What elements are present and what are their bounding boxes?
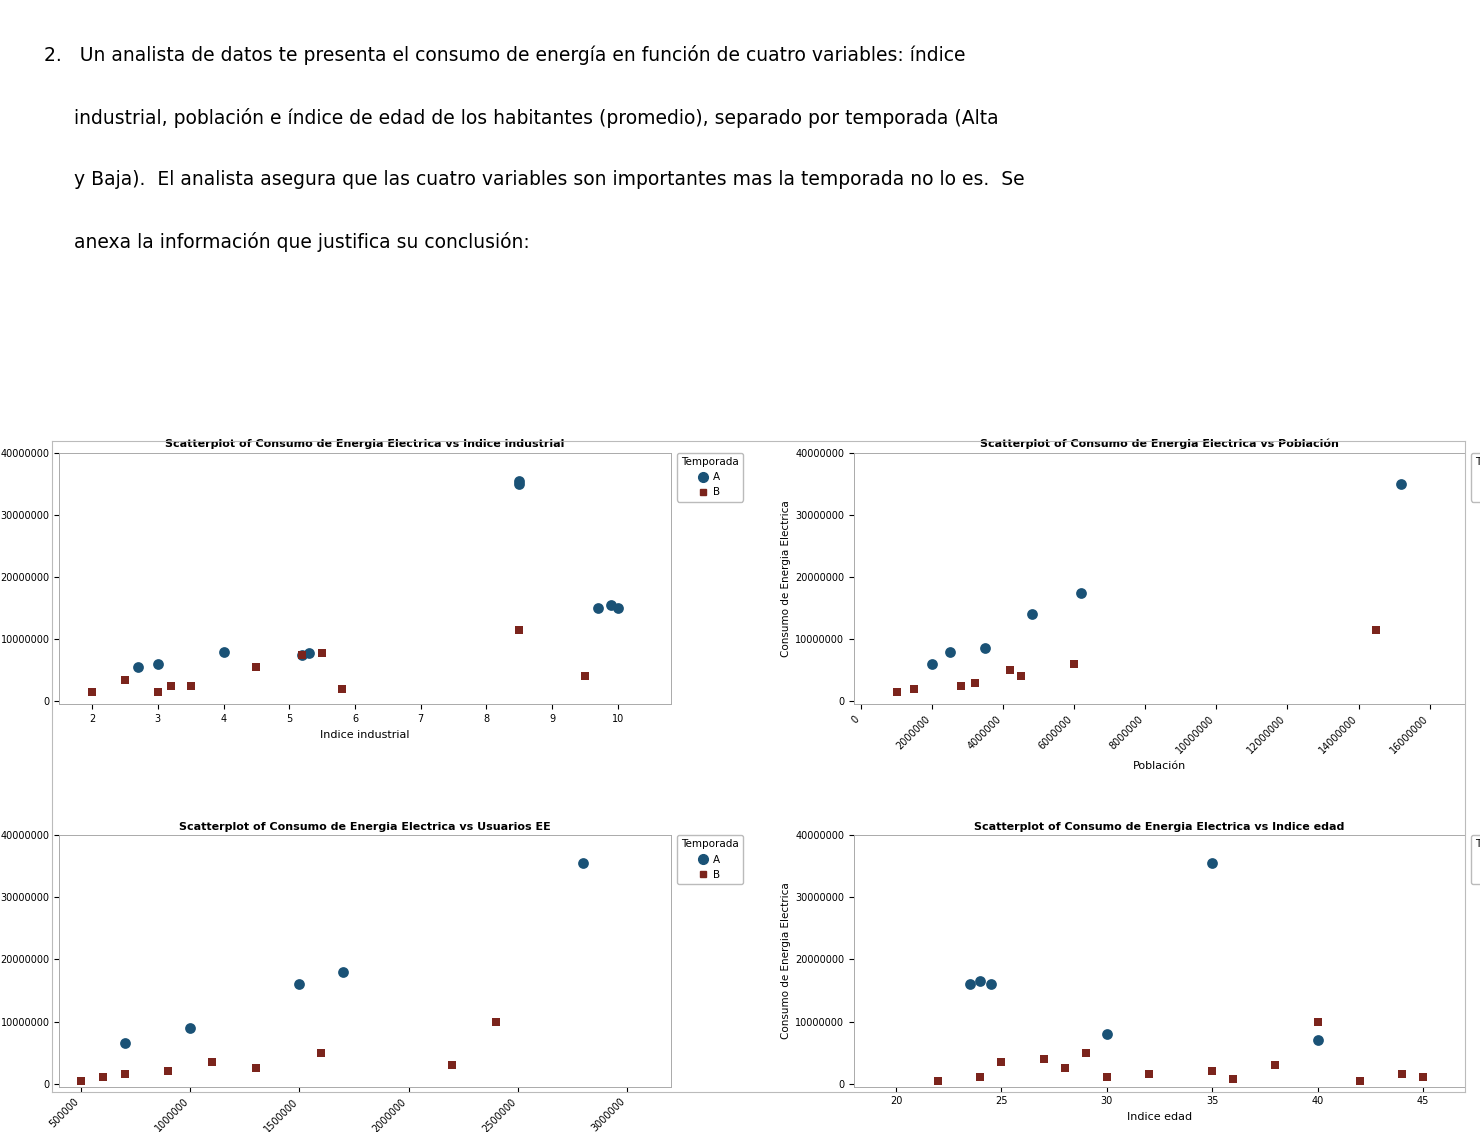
Point — [1305, 1012, 1329, 1030]
Point — [157, 1062, 181, 1080]
Title: Scatterplot of Consumo de Energia Electrica vs Población: Scatterplot of Consumo de Energia Electr… — [980, 439, 1339, 449]
Point — [938, 643, 962, 661]
Point — [1032, 1049, 1055, 1067]
Point — [297, 644, 321, 662]
Title: Scatterplot of Consumo de Energia Electrica vs Indice industrial: Scatterplot of Consumo de Energia Electr… — [166, 439, 564, 449]
Point — [441, 1056, 465, 1074]
Point — [244, 1060, 268, 1078]
Point — [990, 1053, 1014, 1071]
Point — [1009, 668, 1033, 686]
Point — [1063, 655, 1086, 674]
Point — [1052, 1060, 1076, 1078]
Point — [200, 1053, 223, 1071]
Point — [1390, 1065, 1413, 1083]
Point — [147, 655, 170, 674]
Point — [573, 668, 596, 686]
X-axis label: Indice industrial: Indice industrial — [320, 730, 410, 739]
Y-axis label: Consumo de Energia Electrica: Consumo de Energia Electrica — [781, 500, 790, 657]
Point — [287, 975, 311, 993]
Point — [332, 962, 355, 980]
Point — [1305, 1031, 1329, 1049]
Point — [921, 655, 944, 674]
Point — [1095, 1069, 1119, 1087]
Point — [926, 1072, 950, 1090]
Point — [508, 474, 531, 492]
Point — [160, 677, 184, 695]
X-axis label: Indice edad: Indice edad — [1126, 1112, 1191, 1122]
Text: anexa la información que justifica su conclusión:: anexa la información que justifica su co… — [44, 232, 530, 252]
Point — [508, 472, 531, 490]
Point — [1070, 583, 1094, 601]
Point — [571, 854, 595, 872]
Point — [311, 644, 334, 662]
Point — [1074, 1044, 1098, 1062]
Legend: A, B: A, B — [1471, 453, 1480, 501]
Point — [112, 670, 136, 688]
Point — [607, 599, 630, 617]
Point — [112, 1035, 136, 1053]
Point — [1365, 620, 1388, 638]
Point — [885, 683, 909, 701]
Y-axis label: Consumo de Energia Electrica: Consumo de Energia Electrica — [781, 883, 790, 1039]
Point — [147, 683, 170, 701]
X-axis label: Población: Población — [1132, 762, 1185, 771]
Point — [212, 643, 235, 661]
Point — [974, 640, 998, 658]
Legend: A, B: A, B — [676, 835, 743, 884]
Point — [1412, 1069, 1436, 1087]
Point — [290, 645, 314, 663]
Point — [1264, 1056, 1288, 1074]
Title: Scatterplot of Consumo de Energia Electrica vs Indice edad: Scatterplot of Consumo de Energia Electr… — [974, 822, 1345, 832]
Point — [1095, 1024, 1119, 1043]
Text: y Baja).  El analista asegura que las cuatro variables son importantes mas la te: y Baja). El analista asegura que las cua… — [44, 170, 1026, 189]
Point — [1200, 1062, 1224, 1080]
Point — [980, 975, 1003, 993]
Point — [1348, 1072, 1372, 1090]
Title: Scatterplot of Consumo de Energia Electrica vs Usuarios EE: Scatterplot of Consumo de Energia Electr… — [179, 822, 551, 832]
Point — [958, 975, 981, 993]
Point — [330, 680, 354, 698]
Text: 2.   Un analista de datos te presenta el consumo de energía en función de cuatro: 2. Un analista de datos te presenta el c… — [44, 45, 966, 66]
Legend: A, B: A, B — [1471, 835, 1480, 884]
Legend: A, B: A, B — [676, 453, 743, 501]
Point — [484, 1012, 508, 1030]
Point — [126, 658, 149, 676]
Point — [1390, 474, 1413, 492]
Point — [290, 645, 314, 663]
Point — [179, 1019, 203, 1037]
Point — [244, 658, 268, 676]
Point — [968, 1069, 992, 1087]
Point — [949, 677, 972, 695]
Point — [963, 674, 987, 692]
Point — [599, 595, 623, 614]
Point — [586, 599, 610, 617]
Point — [1221, 1070, 1245, 1088]
Text: industrial, población e índice de edad de los habitantes (promedio), separado po: industrial, población e índice de edad d… — [44, 108, 999, 128]
Point — [508, 620, 531, 638]
Point — [999, 661, 1023, 679]
Point — [1200, 854, 1224, 872]
Point — [1137, 1065, 1160, 1083]
Point — [70, 1072, 93, 1090]
Point — [1020, 606, 1043, 624]
Point — [80, 683, 104, 701]
Point — [903, 680, 926, 698]
Point — [112, 1065, 136, 1083]
Point — [92, 1069, 115, 1087]
Point — [179, 677, 203, 695]
Point — [309, 1044, 333, 1062]
Point — [968, 972, 992, 990]
